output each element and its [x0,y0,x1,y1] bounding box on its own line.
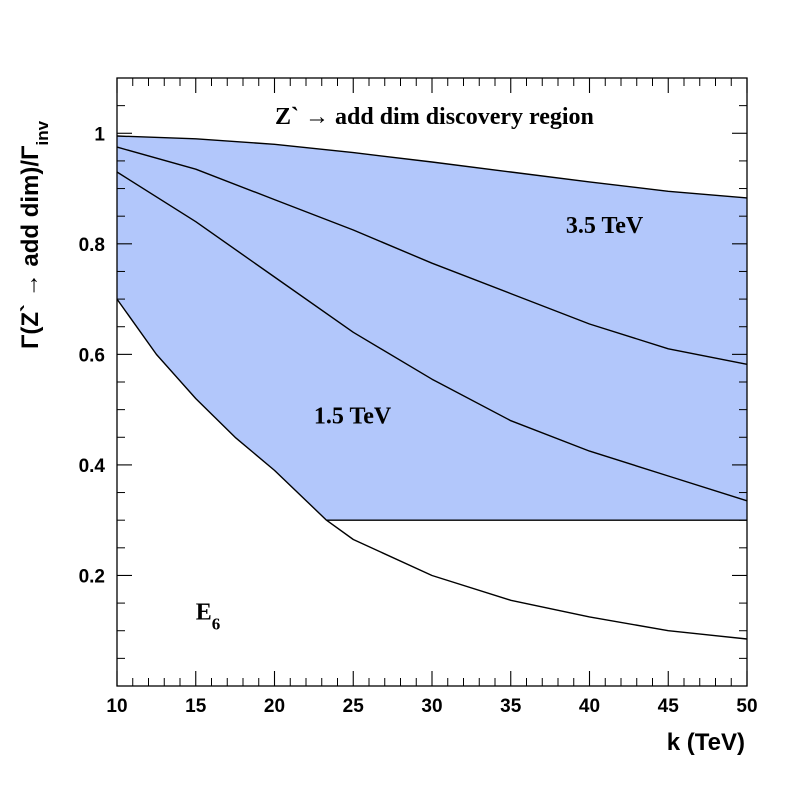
x-tick-label: 10 [106,696,127,717]
x-tick-label: 45 [658,696,680,717]
y-tick-labels: 0.2 0.4 0.6 0.8 1 [79,124,106,587]
y-tick-label: 0.8 [79,235,105,256]
x-tick-label: 15 [185,696,207,717]
label-e6: E6 [196,600,221,634]
series-line-0 [116,135,748,199]
x-tick-label: 30 [421,696,442,717]
y-tick-label: 0.6 [79,345,105,366]
x-tick-label: 20 [264,696,285,717]
series-line-3 [116,298,748,640]
x-tick-label: 35 [500,696,522,717]
y-tick-label: 0.4 [79,456,106,477]
minor-ticks [117,78,747,686]
x-tick-label: 50 [736,696,757,717]
discovery-region-fill [117,136,747,521]
series-lines [116,135,748,640]
plot-frame [116,77,748,687]
series-line-2 [116,171,748,502]
major-ticks [116,78,748,686]
y-tick-label: 1 [94,124,105,145]
x-tick-label: 40 [579,696,600,717]
x-axis-title: k (TeV) [667,729,745,756]
series-line-1 [116,146,748,365]
x-tick-label: 25 [343,696,365,717]
label-1-5-tev: 1.5 TeV [314,403,392,429]
x-tick-labels: 10 15 20 25 30 35 40 45 50 [106,696,757,717]
y-axis-title: Γ(Z` → add dim)/Γinv [17,120,52,349]
chart-title: Z` → add dim discovery region [275,104,594,130]
label-3-5-tev: 3.5 TeV [566,213,644,239]
y-tick-label: 0.2 [79,566,105,587]
